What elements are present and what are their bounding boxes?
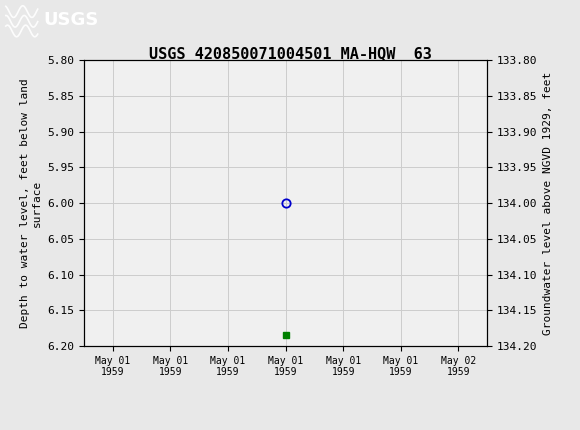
Y-axis label: Depth to water level, feet below land
surface: Depth to water level, feet below land su… — [20, 78, 42, 328]
Text: USGS: USGS — [44, 11, 99, 29]
Text: USGS 420850071004501 MA-HQW  63: USGS 420850071004501 MA-HQW 63 — [148, 46, 432, 61]
Y-axis label: Groundwater level above NGVD 1929, feet: Groundwater level above NGVD 1929, feet — [543, 71, 553, 335]
Legend: Period of approved data: Period of approved data — [177, 426, 394, 430]
